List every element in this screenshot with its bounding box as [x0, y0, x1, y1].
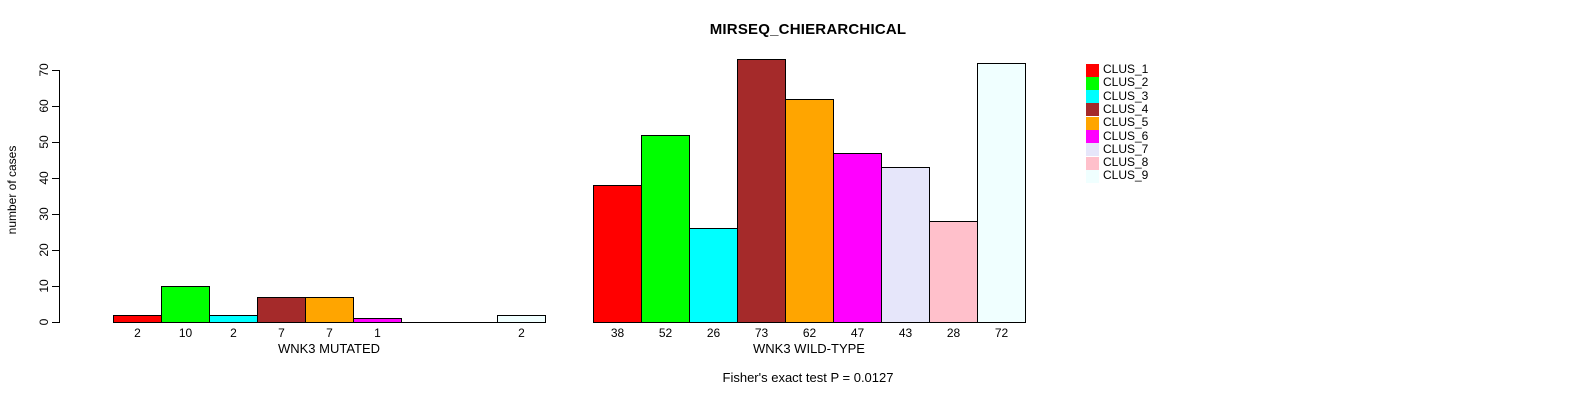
bar — [929, 221, 978, 323]
bar — [593, 185, 642, 323]
bar — [305, 297, 354, 323]
y-axis-tick — [52, 178, 59, 179]
bar — [977, 63, 1026, 323]
y-axis-tick — [52, 70, 59, 71]
legend-label: CLUS_8 — [1103, 155, 1149, 170]
legend-label: CLUS_4 — [1103, 101, 1149, 116]
legend-swatch — [1086, 90, 1099, 104]
bar-value-label: 52 — [658, 326, 673, 340]
y-axis-tick — [52, 250, 59, 251]
legend-label: CLUS_1 — [1103, 62, 1149, 76]
y-axis-tick — [52, 142, 59, 143]
y-axis-line — [59, 70, 60, 323]
bar-value-label: 73 — [754, 326, 769, 340]
legend-swatch — [1086, 169, 1099, 183]
bar — [737, 59, 786, 323]
bar-value-label: 47 — [850, 326, 865, 340]
bar-value-label: 72 — [994, 326, 1009, 340]
bar-value-label: 2 — [134, 326, 141, 340]
bar — [881, 167, 930, 323]
footnote-fisher-test: Fisher's exact test P = 0.0127 — [722, 370, 894, 385]
bar-value-label: 26 — [706, 326, 721, 340]
legend-swatch — [1086, 63, 1099, 77]
legend-swatch — [1086, 76, 1099, 90]
bar — [497, 315, 546, 323]
bar — [257, 297, 306, 323]
bar-value-label: 28 — [946, 326, 961, 340]
legend-swatch — [1086, 143, 1099, 157]
y-axis-tick — [52, 214, 59, 215]
bar-value-label: 7 — [326, 326, 333, 340]
bar-value-label: 62 — [802, 326, 817, 340]
legend-label: CLUS_3 — [1103, 88, 1149, 103]
y-axis-tick — [52, 286, 59, 287]
legend-label: CLUS_6 — [1103, 128, 1149, 143]
bar — [641, 135, 690, 323]
bar-value-label: 7 — [278, 326, 285, 340]
bar — [161, 286, 210, 323]
bar — [785, 99, 834, 323]
y-axis-tick — [52, 106, 59, 107]
legend-swatch — [1086, 116, 1099, 130]
bar-value-label: 10 — [178, 326, 193, 340]
legend-label: CLUS_2 — [1103, 75, 1149, 90]
legend-swatch — [1086, 130, 1099, 143]
legend-swatch — [1086, 156, 1099, 170]
legend-swatch — [1086, 103, 1099, 117]
chart-title: MIRSEQ_CHIERARCHICAL — [709, 21, 907, 38]
bar-value-label: 43 — [898, 326, 913, 340]
y-axis-tick — [52, 322, 59, 323]
bar-value-label: 2 — [230, 326, 237, 340]
bar-value-label: 38 — [610, 326, 625, 340]
bar-value-label: 2 — [518, 326, 525, 340]
bar — [353, 318, 402, 323]
legend-label: CLUS_7 — [1103, 141, 1149, 156]
bar-value-label: 1 — [374, 326, 381, 340]
legend-label: CLUS_9 — [1103, 168, 1149, 183]
group-label: WNK3 MUTATED — [277, 341, 381, 356]
group-label: WNK3 WILD-TYPE — [753, 341, 865, 356]
legend-label: CLUS_5 — [1103, 115, 1149, 130]
